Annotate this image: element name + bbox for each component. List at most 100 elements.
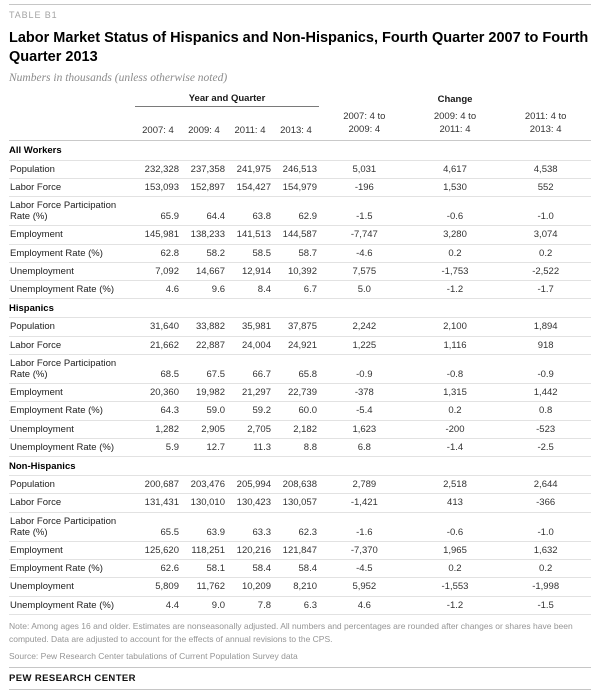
change-value-cell: 5,031: [319, 160, 410, 179]
year-value-cell: 24,921: [273, 336, 319, 355]
table-row: Unemployment Rate (%) 4.4 9.0 7.8 6.3 4.6 -1.2…: [9, 596, 591, 615]
year-value-cell: 58.7: [273, 244, 319, 263]
change-value-cell: 2,644: [500, 475, 591, 495]
table-row: Labor Force Participation Rate (%) 65.5 63…: [9, 512, 591, 543]
row-label: Labor Force Participation Rate (%): [9, 354, 135, 385]
change-value-cell: 0.2: [500, 559, 591, 579]
row-label: Unemployment: [9, 577, 135, 597]
change-value-cell: -7,747: [319, 225, 410, 245]
change-value-cell: -7,370: [319, 541, 410, 561]
table-row: Population 200,687 203,476 205,994 208,638 2,…: [9, 475, 591, 495]
change-value-cell: 1,442: [500, 383, 591, 403]
row-label: Population: [9, 317, 135, 337]
change-value-cell: -1.5: [500, 596, 591, 615]
year-value-cell: 31,640: [135, 317, 181, 337]
year-value-cell: 152,897: [181, 178, 227, 197]
year-value-cell: 141,513: [227, 225, 273, 245]
section-header-row: All Workers: [9, 140, 591, 161]
labor-market-table: Year and Quarter Change 2007: 4 2009: 4 …: [9, 91, 591, 615]
change-value-cell: 4.6: [319, 596, 410, 615]
row-label: Unemployment: [9, 420, 135, 439]
year-value-cell: 7.8: [227, 596, 273, 615]
change-value-cell: 3,074: [500, 225, 591, 245]
year-value-cell: 68.5: [135, 354, 181, 385]
source-text: Source: Pew Research Center tabulations …: [9, 651, 298, 662]
row-label: Labor Force: [9, 336, 135, 355]
year-value-cell: 121,847: [273, 541, 319, 561]
change-value-cell: -196: [319, 178, 410, 197]
year-value-cell: 22,739: [273, 383, 319, 403]
change-value-cell: 5.0: [319, 280, 410, 300]
year-value-cell: 21,297: [227, 383, 273, 403]
row-label: Employment: [9, 383, 135, 403]
year-value-cell: 130,423: [227, 493, 273, 513]
table-row: Labor Force 153,093 152,897 154,427 154,979-…: [9, 178, 591, 197]
year-value-cell: 58.5: [227, 244, 273, 263]
row-label: Unemployment Rate (%): [9, 438, 135, 458]
change-value-cell: -1.0: [500, 512, 591, 543]
table-row: Unemployment Rate (%) 5.9 12.7 11.3 8.8 6.8 -1…: [9, 438, 591, 458]
year-value-cell: 21,662: [135, 336, 181, 355]
change-value-cell: 1,965: [409, 541, 501, 561]
year-value-cell: 64.4: [181, 196, 227, 227]
group-header-row: Year and Quarter Change: [9, 91, 591, 108]
row-label: Unemployment: [9, 262, 135, 281]
year-value-cell: 12.7: [181, 438, 227, 458]
change-value-cell: 4,617: [409, 160, 501, 179]
change-value-cell: 0.2: [409, 559, 501, 579]
year-value-cell: 37,875: [273, 317, 319, 337]
brand-footer: PEW RESEARCH CENTER: [9, 673, 136, 685]
change-value-cell: 5,952: [319, 577, 410, 597]
change-value-cell: -1.4: [409, 438, 501, 458]
year-value-cell: 6.3: [273, 596, 319, 615]
change-value-cell: 1,315: [409, 383, 501, 403]
table-header: Year and Quarter Change 2007: 4 2009: 4 …: [9, 91, 591, 142]
year-value-cell: 2,182: [273, 420, 319, 439]
table-row: Unemployment Rate (%) 4.6 9.6 8.4 6.7 5.0 -1.2…: [9, 280, 591, 300]
year-value-cell: 9.6: [181, 280, 227, 300]
column-header-2011: 2011: 4: [227, 106, 273, 142]
section-title: Hispanics: [9, 298, 591, 319]
change-value-cell: 413: [409, 493, 501, 513]
empty-corner-cell: [9, 91, 135, 107]
change-value-cell: -1.5: [319, 196, 410, 227]
row-label: Employment: [9, 225, 135, 245]
change-value-cell: 0.2: [409, 401, 501, 421]
year-value-cell: 59.2: [227, 401, 273, 421]
table-number-label: TABLE B1: [9, 10, 58, 20]
change-value-cell: -0.6: [409, 196, 501, 227]
change-value-cell: -1.2: [409, 280, 501, 300]
change-value-cell: 1,623: [319, 420, 410, 439]
year-value-cell: 11,762: [181, 577, 227, 597]
year-value-cell: 63.3: [227, 512, 273, 543]
change-value-cell: 1,116: [409, 336, 501, 355]
change-value-cell: -523: [500, 420, 591, 439]
year-value-cell: 62.3: [273, 512, 319, 543]
year-value-cell: 62.8: [135, 244, 181, 263]
table-row: Employment Rate (%) 62.6 58.1 58.4 58.4 -4.5 0…: [9, 559, 591, 579]
change-value-cell: -200: [409, 420, 501, 439]
row-label: Employment: [9, 541, 135, 561]
change-value-cell: 1,632: [500, 541, 591, 561]
table-body: All Workers Population 232,328 237,358 241,9…: [9, 140, 591, 615]
table-row: Population 232,328 237,358 241,975 246,513 5,…: [9, 160, 591, 179]
change-value-cell: 2,100: [409, 317, 501, 337]
row-label: Employment Rate (%): [9, 401, 135, 421]
table-row: Unemployment 7,092 14,667 12,914 10,392 7,575…: [9, 262, 591, 281]
year-value-cell: 4.4: [135, 596, 181, 615]
year-value-cell: 62.9: [273, 196, 319, 227]
change-value-cell: 1,894: [500, 317, 591, 337]
year-value-cell: 205,994: [227, 475, 273, 495]
row-label: Labor Force Participation Rate (%): [9, 512, 135, 543]
column-header-2007: 2007: 4: [135, 106, 181, 142]
column-header-2013: 2013: 4: [273, 106, 319, 142]
change-value-cell: -2,522: [500, 262, 591, 281]
year-value-cell: 64.3: [135, 401, 181, 421]
year-value-cell: 2,705: [227, 420, 273, 439]
row-label: Population: [9, 475, 135, 495]
table-row: Employment 145,981 138,233 141,513 144,587 -7…: [9, 225, 591, 245]
year-value-cell: 58.1: [181, 559, 227, 579]
year-value-cell: 58.2: [181, 244, 227, 263]
year-value-cell: 59.0: [181, 401, 227, 421]
